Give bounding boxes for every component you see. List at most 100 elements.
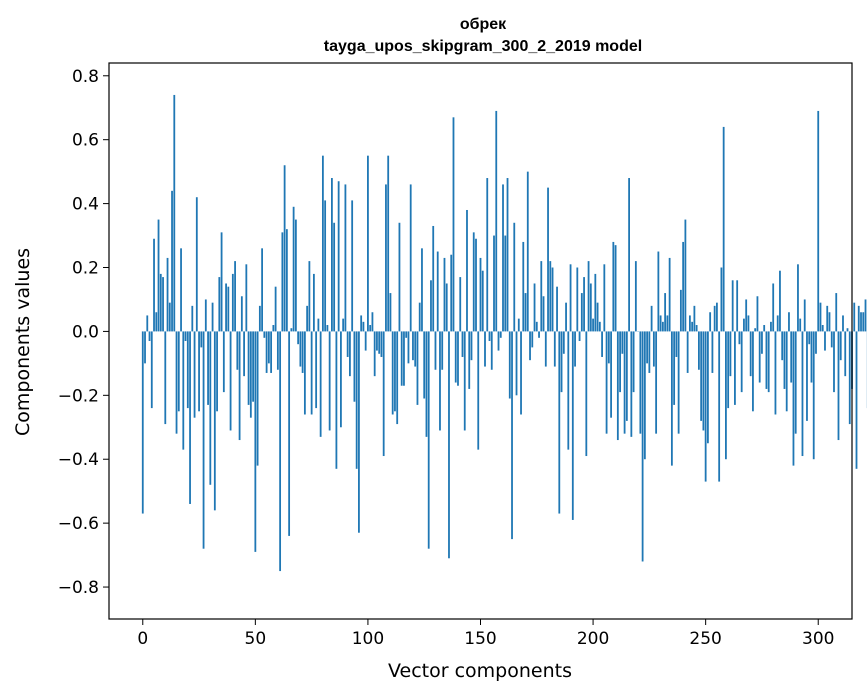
bar (258, 305, 261, 332)
bar (335, 331, 338, 469)
bar (475, 238, 477, 332)
bar (605, 331, 608, 434)
bar (403, 331, 405, 386)
bar (272, 325, 275, 332)
bar (276, 331, 279, 370)
bar (303, 331, 306, 415)
bar (463, 331, 466, 431)
bar (173, 94, 176, 332)
bar (630, 331, 633, 437)
bar (839, 331, 842, 361)
bar (213, 331, 216, 511)
bar (301, 331, 304, 373)
bar (290, 328, 293, 332)
bar (310, 331, 313, 415)
bar (535, 321, 538, 332)
bar (436, 251, 439, 332)
bar (657, 251, 660, 332)
bar (391, 331, 394, 415)
bar (200, 331, 203, 348)
y-tick-label: 0.4 (72, 195, 99, 215)
bar (722, 126, 725, 332)
bar (801, 331, 804, 457)
bar (565, 302, 567, 332)
bar (767, 331, 770, 393)
bar (306, 305, 309, 332)
bar (256, 331, 259, 466)
bar (688, 315, 691, 332)
bar (774, 331, 777, 415)
bar (405, 331, 408, 338)
bar (342, 318, 345, 332)
bar (643, 331, 646, 460)
x-tick-label: 200 (577, 629, 609, 649)
bar (222, 331, 225, 393)
bar (621, 331, 624, 354)
bar (686, 331, 689, 373)
bar (450, 254, 453, 332)
bar (551, 267, 554, 332)
bar (628, 178, 630, 332)
bar (857, 305, 860, 332)
bar (517, 318, 520, 332)
bar (198, 331, 200, 412)
bar (598, 321, 601, 332)
bar (207, 331, 209, 405)
bar (418, 302, 421, 332)
y-tick-label: −0.4 (58, 450, 99, 470)
bar (247, 331, 250, 405)
bar (830, 331, 833, 348)
bar (634, 261, 637, 332)
bar (191, 305, 194, 332)
bar (396, 331, 399, 425)
bar (511, 331, 513, 540)
bar (837, 331, 840, 441)
bar (749, 331, 752, 377)
bar (211, 302, 214, 332)
bar (792, 331, 795, 466)
plot-frame (108, 62, 853, 620)
bar (162, 277, 164, 332)
bar (150, 331, 153, 409)
bar (193, 331, 196, 418)
bar (860, 312, 862, 332)
bar (283, 165, 286, 332)
bar (416, 331, 419, 405)
bar (234, 261, 236, 332)
bar (713, 305, 716, 332)
bar (508, 331, 511, 399)
bar (349, 331, 351, 377)
bar (765, 331, 768, 389)
x-tick-label: 150 (464, 629, 496, 649)
y-axis-ticks: 0.8 0.6 0.4 0.2 0.0 −0.2 −0.4 −0.6 −0.8 (58, 67, 109, 598)
bar (819, 302, 822, 332)
bar (220, 232, 223, 332)
bar (826, 305, 829, 332)
bar (560, 331, 563, 393)
bar (216, 331, 218, 412)
bar (288, 331, 291, 536)
bar (756, 296, 759, 332)
bar (470, 331, 473, 361)
bar (328, 331, 331, 431)
bar (752, 331, 754, 412)
bar (580, 293, 583, 332)
bar (648, 331, 651, 373)
bar (758, 331, 761, 383)
bar (153, 238, 155, 332)
bar (358, 331, 360, 533)
bar (729, 331, 732, 377)
bar (168, 302, 171, 332)
y-tick-label: −0.6 (58, 514, 99, 534)
bar (292, 206, 295, 332)
bar (398, 222, 401, 332)
bar (477, 331, 480, 450)
bar (430, 280, 432, 332)
bar (486, 178, 489, 332)
bar (479, 257, 482, 332)
bar (835, 293, 838, 332)
bar (186, 331, 189, 409)
y-tick-label: 0.0 (72, 322, 99, 342)
bar (502, 184, 504, 332)
